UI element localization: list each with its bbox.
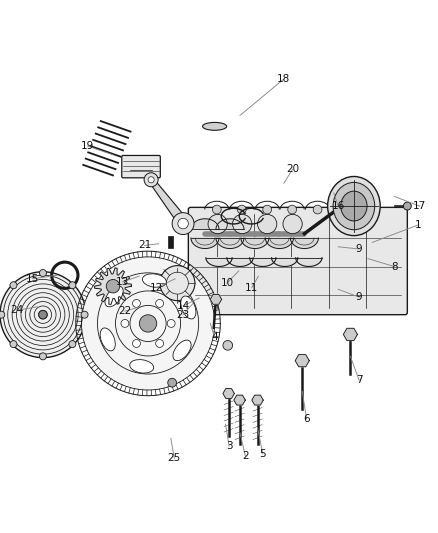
Circle shape <box>133 340 141 348</box>
Circle shape <box>139 315 157 332</box>
Text: 1: 1 <box>415 220 422 230</box>
Polygon shape <box>252 395 263 405</box>
Text: 10: 10 <box>220 278 233 288</box>
Circle shape <box>167 319 175 327</box>
Ellipse shape <box>130 360 154 373</box>
FancyBboxPatch shape <box>188 207 407 314</box>
Text: 7: 7 <box>356 375 363 385</box>
Circle shape <box>263 205 272 214</box>
Ellipse shape <box>105 286 123 307</box>
Circle shape <box>233 214 252 233</box>
Circle shape <box>212 205 221 214</box>
Circle shape <box>178 219 188 229</box>
Circle shape <box>106 279 120 293</box>
Text: 25: 25 <box>168 454 181 463</box>
Ellipse shape <box>333 182 374 230</box>
Text: 12: 12 <box>150 282 163 293</box>
Polygon shape <box>290 238 318 248</box>
Polygon shape <box>95 268 131 304</box>
Ellipse shape <box>100 328 115 351</box>
Ellipse shape <box>181 296 196 319</box>
Polygon shape <box>265 238 293 248</box>
Circle shape <box>39 310 47 319</box>
Polygon shape <box>206 258 232 266</box>
Polygon shape <box>272 258 298 266</box>
Circle shape <box>237 205 246 214</box>
Circle shape <box>10 282 17 289</box>
Text: 6: 6 <box>303 414 310 424</box>
Text: 14: 14 <box>177 301 190 311</box>
Circle shape <box>39 270 46 277</box>
Polygon shape <box>234 395 245 405</box>
Ellipse shape <box>142 274 166 287</box>
Circle shape <box>81 311 88 318</box>
Text: 22: 22 <box>118 306 131 316</box>
Polygon shape <box>216 219 244 229</box>
Circle shape <box>10 341 17 348</box>
Circle shape <box>208 214 227 233</box>
Bar <box>168 236 173 248</box>
Circle shape <box>133 300 141 308</box>
Text: 5: 5 <box>259 449 266 459</box>
Text: 9: 9 <box>356 292 363 302</box>
Circle shape <box>155 340 163 348</box>
Circle shape <box>160 265 195 301</box>
Text: 15: 15 <box>26 274 39 284</box>
Ellipse shape <box>328 176 380 236</box>
Text: 17: 17 <box>413 201 426 211</box>
Circle shape <box>148 177 154 183</box>
Text: 8: 8 <box>391 262 398 271</box>
Text: 16: 16 <box>332 201 345 211</box>
Polygon shape <box>148 180 191 223</box>
Polygon shape <box>250 258 276 266</box>
Text: 18: 18 <box>277 74 290 84</box>
Polygon shape <box>227 258 253 266</box>
Text: 24: 24 <box>10 305 23 316</box>
Text: 21: 21 <box>138 240 151 251</box>
Circle shape <box>0 272 86 358</box>
Circle shape <box>121 319 129 327</box>
Polygon shape <box>223 389 234 399</box>
Circle shape <box>403 202 411 210</box>
Circle shape <box>283 214 302 233</box>
Polygon shape <box>241 238 269 248</box>
Polygon shape <box>343 328 357 341</box>
Circle shape <box>144 173 158 187</box>
Polygon shape <box>191 238 219 248</box>
FancyBboxPatch shape <box>122 156 160 178</box>
Circle shape <box>155 300 163 308</box>
Text: 11: 11 <box>245 282 258 293</box>
Circle shape <box>313 205 322 214</box>
Text: 4: 4 <box>211 333 218 343</box>
Text: 23: 23 <box>177 310 190 320</box>
Polygon shape <box>191 219 219 229</box>
Ellipse shape <box>202 123 227 130</box>
Text: 19: 19 <box>81 141 94 151</box>
Text: 2: 2 <box>242 451 249 461</box>
Polygon shape <box>216 238 244 248</box>
Circle shape <box>39 353 46 360</box>
Polygon shape <box>295 354 309 367</box>
Circle shape <box>258 214 277 233</box>
Polygon shape <box>296 258 322 266</box>
Text: 9: 9 <box>356 244 363 254</box>
Text: 13: 13 <box>116 277 129 287</box>
Ellipse shape <box>341 191 367 221</box>
Ellipse shape <box>173 340 191 361</box>
Circle shape <box>81 257 215 390</box>
Circle shape <box>0 311 5 318</box>
Circle shape <box>168 378 177 387</box>
Circle shape <box>69 341 76 348</box>
Polygon shape <box>210 294 222 304</box>
Circle shape <box>69 282 76 289</box>
Text: 20: 20 <box>286 164 299 174</box>
Circle shape <box>223 341 233 350</box>
Circle shape <box>172 213 194 235</box>
Circle shape <box>288 205 297 214</box>
Text: 3: 3 <box>226 441 233 451</box>
